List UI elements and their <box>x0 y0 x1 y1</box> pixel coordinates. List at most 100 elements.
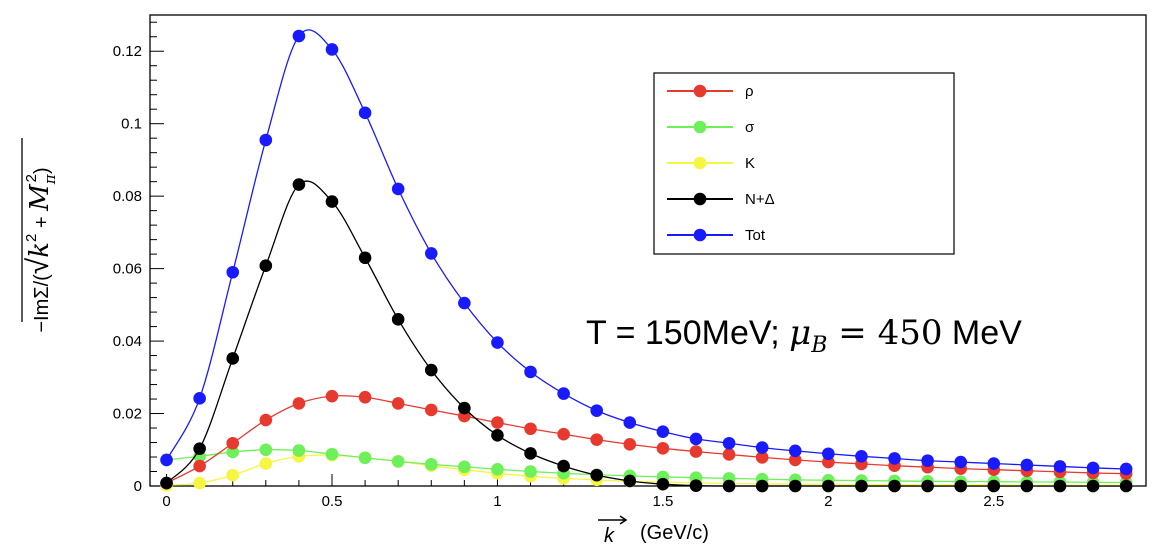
data-point <box>557 459 570 473</box>
data-point <box>292 29 306 43</box>
data-point <box>358 251 372 265</box>
legend-marker <box>693 228 707 242</box>
x-axis-unit: (GeV/c) <box>640 522 709 544</box>
data-point <box>1086 479 1100 493</box>
data-point <box>590 404 604 417</box>
data-point <box>822 479 835 493</box>
x-tick-label: 0.5 <box>322 493 343 510</box>
legend-label: Tot <box>745 227 766 244</box>
series-line <box>166 449 1127 484</box>
legend-marker <box>693 84 707 98</box>
data-point <box>325 43 339 56</box>
data-point <box>226 265 240 279</box>
data-point <box>259 443 273 457</box>
y-axis-k-exp: 2 <box>23 234 40 242</box>
series-line <box>165 29 1127 470</box>
data-point <box>722 479 736 493</box>
y-axis-radical: √ <box>22 257 55 274</box>
data-point <box>954 479 967 493</box>
data-point <box>689 479 703 492</box>
data-point <box>458 460 471 474</box>
data-point <box>722 448 736 461</box>
x-tick-label: 0 <box>162 493 170 510</box>
annotation-mu-subscript: B <box>810 333 827 358</box>
data-point <box>987 457 1001 470</box>
plot-frame <box>149 14 1147 487</box>
data-point <box>888 452 901 465</box>
legend-label: K <box>745 155 755 172</box>
data-point <box>424 363 438 377</box>
legend-marker <box>693 192 707 206</box>
data-point <box>689 445 703 458</box>
y-axis-m-exp: 2 <box>23 174 40 182</box>
data-point <box>424 403 438 417</box>
data-point <box>259 259 273 273</box>
data-point <box>193 459 206 473</box>
legend-item: Tot <box>667 227 766 244</box>
data-point <box>424 457 438 471</box>
data-point <box>590 433 604 446</box>
data-point <box>557 387 570 400</box>
legend-item: N+Δ <box>667 191 775 208</box>
data-point <box>1020 479 1034 493</box>
series-2 <box>160 448 1133 492</box>
data-point <box>656 477 670 491</box>
series-4 <box>160 29 1133 476</box>
y-tick-label: 0.02 <box>113 406 142 423</box>
annotation: T = 150MeV; μB = 450 MeV <box>586 313 1022 358</box>
data-point <box>491 416 504 429</box>
data-point <box>160 453 173 467</box>
data-point <box>722 436 736 450</box>
series-line <box>166 395 1127 484</box>
data-point <box>755 479 769 493</box>
x-axis-k-symbol: k <box>604 525 615 547</box>
x-axis-title: k (GeV/c) <box>598 515 709 547</box>
annotation-unit: MeV <box>942 314 1022 352</box>
y-tick-label: 0.06 <box>113 261 142 278</box>
y-axis-m-sub: π <box>41 173 59 185</box>
data-point <box>590 468 604 482</box>
y-tick-label: 0.1 <box>121 116 142 133</box>
data-point <box>689 432 703 446</box>
data-point <box>325 447 339 461</box>
y-tick-label: 0.08 <box>113 188 142 205</box>
data-point <box>325 389 339 403</box>
data-point <box>921 479 934 493</box>
annotation-equals: = <box>827 313 877 353</box>
legend-item: ρ <box>667 83 754 100</box>
y-tick-label: 0.04 <box>113 333 142 350</box>
data-point <box>855 449 868 463</box>
legend-item: σ <box>667 119 755 136</box>
legend-label: ρ <box>745 83 754 100</box>
legend-label: N+Δ <box>745 191 775 208</box>
data-point <box>524 422 537 436</box>
data-point <box>1119 462 1133 476</box>
data-point <box>259 133 273 147</box>
data-point <box>391 313 405 326</box>
data-point <box>1119 479 1133 493</box>
data-point <box>292 444 306 457</box>
data-point <box>755 451 769 464</box>
y-axis-k: k <box>25 242 55 258</box>
data-point <box>524 365 537 379</box>
data-point <box>656 425 670 438</box>
y-axis-m: M <box>25 183 55 212</box>
legend: ρ σ K N+Δ Tot <box>653 72 955 255</box>
data-point <box>226 468 240 482</box>
x-axis-vector-arrow <box>598 515 628 525</box>
data-point <box>292 178 306 191</box>
data-point <box>557 427 570 441</box>
data-point <box>458 401 471 415</box>
data-point <box>491 463 504 476</box>
data-point <box>391 397 405 410</box>
data-point <box>921 454 934 467</box>
data-point <box>1053 460 1067 473</box>
data-point <box>491 428 504 442</box>
series-line <box>166 454 1127 486</box>
data-point <box>193 442 206 455</box>
x-tick-label: 1.5 <box>652 493 673 510</box>
y-tick-label: 0 <box>134 478 142 495</box>
legend-marker <box>693 120 707 134</box>
data-point <box>524 465 537 478</box>
legend-label: σ <box>745 119 755 136</box>
